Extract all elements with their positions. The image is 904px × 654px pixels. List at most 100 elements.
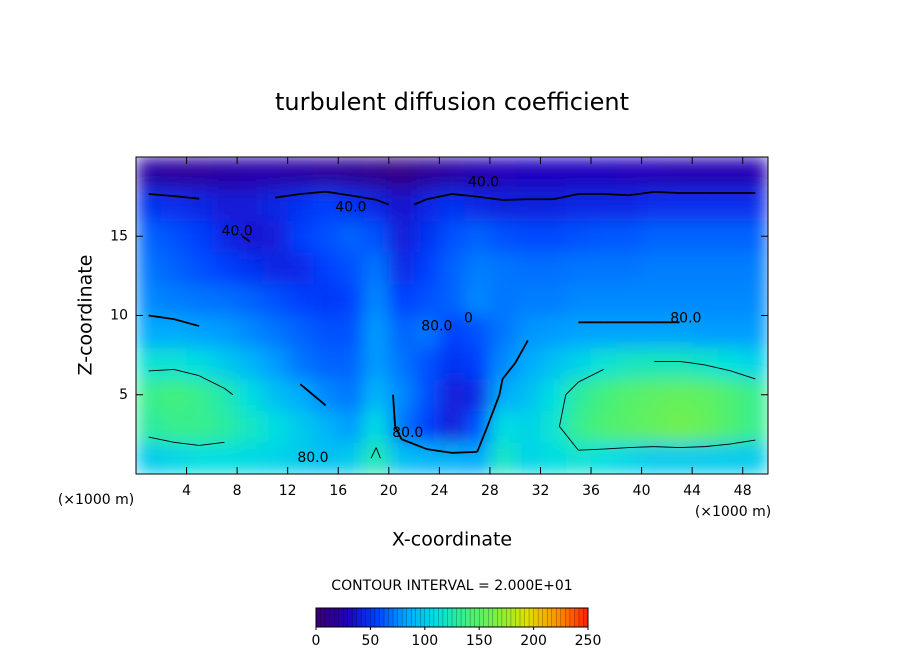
cell xyxy=(363,157,390,190)
cell xyxy=(312,188,339,221)
cell xyxy=(515,315,541,348)
colorbar-strip xyxy=(533,608,539,627)
cell xyxy=(565,157,592,190)
colorbar-strip xyxy=(474,608,480,627)
cell xyxy=(489,410,516,443)
contour-line xyxy=(654,190,680,194)
cell xyxy=(464,410,491,443)
cell xyxy=(186,157,213,190)
colorbar-strip xyxy=(356,608,362,627)
cell xyxy=(338,315,365,348)
cell xyxy=(262,442,289,475)
cell xyxy=(439,378,466,412)
cell xyxy=(312,252,339,285)
contour-line xyxy=(148,436,175,443)
cell xyxy=(540,283,567,316)
cell xyxy=(312,347,339,380)
contour-line xyxy=(148,368,174,372)
contour-line xyxy=(392,394,397,427)
contour-line xyxy=(300,190,326,195)
cell xyxy=(388,157,415,190)
cell xyxy=(312,442,339,475)
cell xyxy=(489,378,516,412)
cell xyxy=(388,220,415,253)
cell xyxy=(414,188,440,221)
cell xyxy=(287,157,314,190)
colorbar-strip xyxy=(365,608,371,627)
cell xyxy=(287,220,314,253)
contour-line xyxy=(603,447,629,450)
cell xyxy=(388,188,415,221)
cell xyxy=(439,220,466,253)
cell xyxy=(186,378,213,412)
cell xyxy=(211,220,238,253)
x-tick-label: 40 xyxy=(633,483,651,499)
cell xyxy=(211,442,238,475)
cell xyxy=(464,157,491,190)
cell xyxy=(742,157,769,190)
cell xyxy=(388,252,415,285)
cell xyxy=(388,315,415,348)
cell xyxy=(464,442,491,475)
cell xyxy=(692,315,718,348)
cell xyxy=(161,220,188,253)
colorbar-strip xyxy=(329,608,335,627)
cell xyxy=(211,283,238,316)
cell xyxy=(363,188,390,221)
colorbar-strip xyxy=(461,608,466,627)
colorbar-strip xyxy=(433,608,439,627)
cell xyxy=(591,315,617,348)
cell xyxy=(161,378,188,412)
cell xyxy=(439,252,466,285)
contour-line xyxy=(558,394,567,427)
cell xyxy=(414,315,440,348)
cell xyxy=(237,283,263,316)
cell xyxy=(136,315,162,348)
contour-line xyxy=(654,446,680,449)
contour-line xyxy=(451,193,478,198)
cell xyxy=(641,252,668,285)
cell xyxy=(439,315,466,348)
cell xyxy=(565,347,592,380)
contour-line xyxy=(451,450,478,454)
cell xyxy=(540,347,567,380)
colorbar-strip xyxy=(574,608,580,627)
cell xyxy=(666,252,693,285)
cell xyxy=(262,347,289,380)
cell xyxy=(591,378,617,412)
cell xyxy=(666,283,693,316)
cell xyxy=(186,252,213,285)
cell xyxy=(414,157,440,190)
cell xyxy=(666,220,693,253)
colorbar-strip xyxy=(320,608,326,627)
cell xyxy=(338,347,365,380)
x-tick-label: 24 xyxy=(430,483,448,499)
cell xyxy=(489,188,516,221)
cell xyxy=(540,378,567,412)
cell xyxy=(237,252,263,285)
cell xyxy=(312,410,339,443)
cell xyxy=(414,220,440,253)
cell xyxy=(591,283,617,316)
cell xyxy=(136,442,162,475)
colorbar-strip xyxy=(479,608,485,627)
contour-line xyxy=(559,426,579,451)
cell xyxy=(692,442,718,475)
cell xyxy=(388,410,415,443)
contour-line xyxy=(704,443,731,448)
colorbar-strip xyxy=(393,608,398,627)
cell xyxy=(616,347,643,380)
cell xyxy=(515,347,541,380)
cell xyxy=(363,378,390,412)
colorbar-strip xyxy=(560,608,566,627)
cell xyxy=(616,283,643,316)
y-axis-label: Z-coordinate xyxy=(75,255,97,376)
cell xyxy=(565,315,592,348)
cell xyxy=(388,347,415,380)
colorbar-strip xyxy=(551,608,557,627)
cell xyxy=(363,347,390,380)
x-tick-label: 12 xyxy=(279,483,297,499)
y-tick-label: 5 xyxy=(119,387,128,403)
cell xyxy=(237,220,263,253)
cell xyxy=(641,442,668,475)
